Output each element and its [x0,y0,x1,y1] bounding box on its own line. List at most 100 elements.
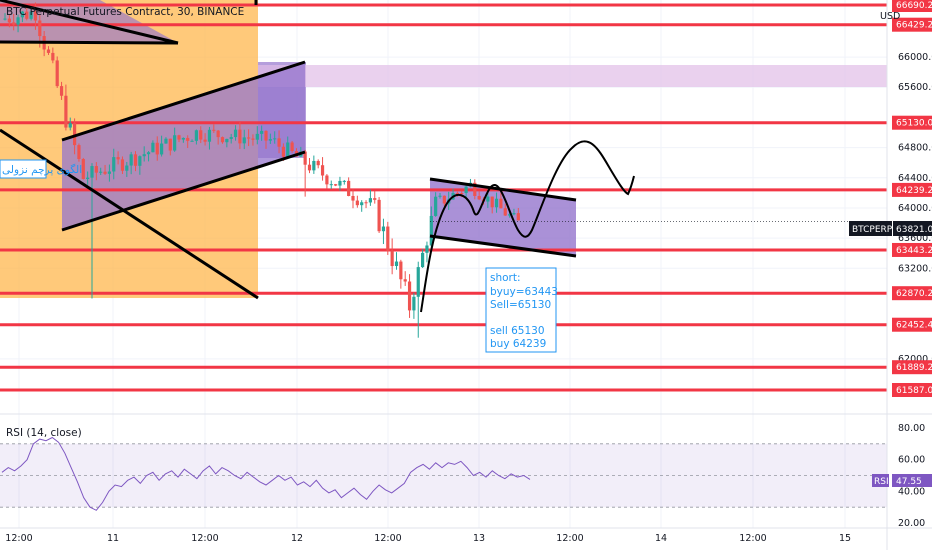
trade-note[interactable]: short: byuy=63443 Sell=65130 sell 65130 … [485,267,558,353]
candle-76 [334,183,338,187]
candle-115 [503,203,507,216]
candle-body-113 [494,198,499,208]
level-tag-text-7: 61889.2 [896,363,932,373]
candle-51 [225,138,229,148]
rsi-tick-2: 40.00 [898,486,925,497]
candle-body-50 [220,137,225,143]
level-tag-text-0: 66690.2 [896,1,932,11]
level-tag-6: 62452.4 [892,317,932,332]
time-label-0: 12:00 [5,533,32,544]
level-tag-4: 63443.2 [892,242,932,257]
candle-body-31 [138,156,142,166]
candle-body-69 [303,151,307,165]
rsi-value-tag[interactable]: RSI 47.55 [872,474,932,487]
light-purple-band [258,65,887,87]
time-label-4: 12:00 [374,533,401,544]
farsi-annotation[interactable]: الگوی پرچم نزولی [0,159,82,179]
candle-body-26 [116,157,120,160]
candle-body-36 [160,143,164,155]
time-label-2: 12:00 [191,533,218,544]
candle-86 [377,197,381,233]
price-tick-1: 65600.0 [898,82,932,93]
candle-body-43 [190,140,194,142]
channel-upper [61,60,306,142]
candle-83 [364,200,368,209]
candle-73 [320,157,325,181]
candle-58 [255,126,259,145]
candle-117 [512,208,516,216]
candle-body-22 [99,171,103,173]
candle-69 [303,149,307,197]
candle-body-104 [455,192,459,194]
candle-body-105 [460,192,464,194]
candle-94 [412,292,416,319]
candle-body-21 [94,166,98,173]
candle-33 [146,151,151,162]
candle-55 [242,129,246,150]
candle-114 [499,192,503,209]
candle-45 [199,126,203,144]
flag-upper [429,177,577,202]
candle-34 [151,140,155,153]
candle-57 [251,134,255,146]
level-tag-text-4: 63443.2 [896,246,932,256]
level-tag-bg-3 [892,182,932,197]
flag-lower [429,234,577,258]
candle-65 [286,136,290,159]
rsi-title[interactable]: RSI (14, close) [6,427,82,439]
candle-body-19 [86,177,90,179]
price-tick-3: 64400.0 [898,173,932,184]
note-line-3: Sell=65130 [490,299,551,311]
price-tick-5: 63600.0 [898,233,932,244]
level-tag-1: 66429.2 [892,17,932,32]
price-tick-0: 66000.0 [898,52,932,63]
currency-label[interactable]: USD [880,11,900,22]
candle-body-47 [207,129,212,142]
level-tag-8: 61587.0 [892,383,932,397]
falling-trendline [0,128,259,300]
candle-body-118 [516,213,520,221]
candle-body-63 [277,138,281,147]
candle-15 [68,117,72,131]
candle-body-53 [233,129,238,138]
candle-24 [107,164,111,182]
candle-body-93 [407,281,412,311]
candle-60 [264,130,268,149]
candle-100 [438,193,442,199]
candle-body-74 [325,175,329,185]
candle-74 [325,174,329,189]
candle-118 [516,207,520,221]
candle-body-57 [251,138,255,140]
candle-6 [29,6,33,21]
candle-79 [347,177,351,197]
candle-59 [260,125,264,141]
current-price-tag[interactable]: BTCPERP 63821.0 [849,221,932,236]
candle-body-38 [168,138,172,151]
rsi-line [1,436,531,511]
symbol-title[interactable]: BTC Perpetual Futures Contract, 30, BINA… [6,6,244,18]
level-tag-bg-4 [892,242,932,257]
candle-body-17 [77,145,81,160]
candle-body-64 [281,146,285,157]
candle-66 [290,140,294,153]
candle-body-75 [329,184,333,186]
candle-48 [212,124,216,133]
level-tag-text-1: 66429.2 [896,21,932,31]
candle-body-40 [177,135,181,140]
candle-body-84 [368,198,372,203]
rsi-tick-0: 80.00 [898,423,925,434]
candle-body-4 [20,11,24,18]
candle-10 [46,46,51,55]
rsi-tag-value: 47.55 [896,477,922,487]
candle-body-18 [81,159,85,179]
candle-17 [77,143,81,162]
candle-90 [394,252,399,270]
candle-body-66 [290,142,294,152]
candle-body-115 [503,208,507,216]
level-tag-text-3: 64239.2 [896,186,932,196]
candle-body-8 [38,20,42,37]
candle-52 [229,133,233,144]
candle-1 [7,14,11,28]
candle-body-91 [399,261,403,280]
candle-37 [164,137,168,144]
